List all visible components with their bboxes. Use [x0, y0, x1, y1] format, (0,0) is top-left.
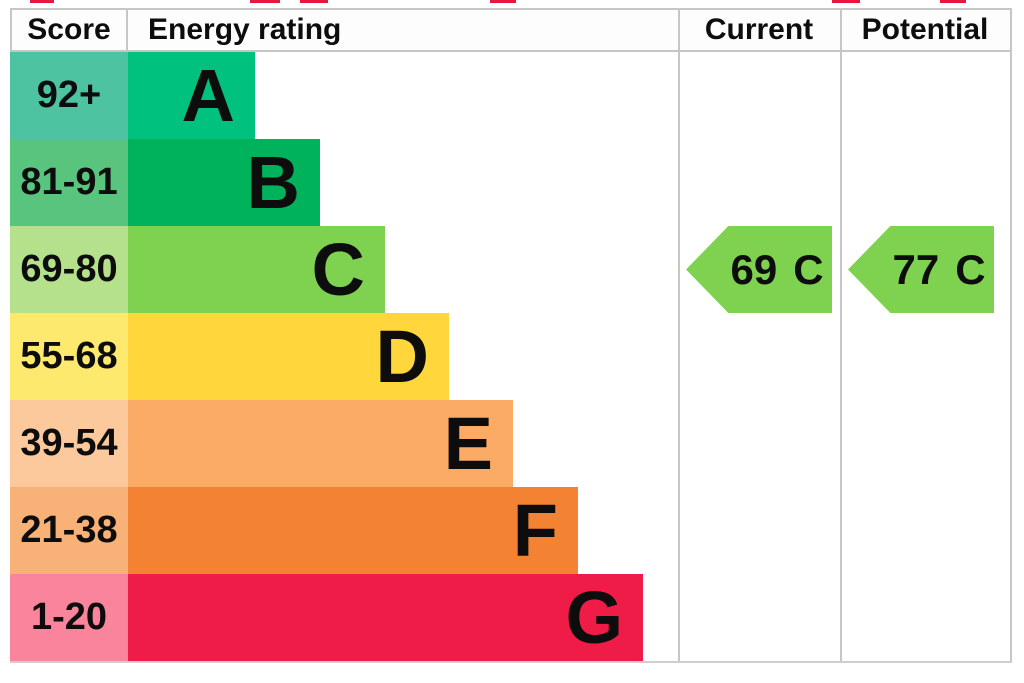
band-row-c: 69-80 C — [10, 226, 1012, 313]
current-score-value: 69 — [730, 245, 778, 293]
score-range-a: 92+ — [10, 52, 128, 139]
band-row-g: 1-20 G — [10, 574, 1012, 661]
top-edge-artifact — [940, 0, 966, 3]
score-range-b: 81-91 — [10, 139, 128, 226]
score-range-e: 39-54 — [10, 400, 128, 487]
table-bottom-border — [10, 661, 1012, 663]
score-column-header: Score — [10, 10, 128, 50]
potential-score-value: 77 — [892, 245, 940, 293]
band-row-f: 21-38 F — [10, 487, 1012, 574]
potential-column-divider — [840, 8, 842, 663]
table-right-border — [1010, 8, 1012, 663]
top-edge-artifact — [300, 0, 328, 3]
top-edge-artifact — [30, 0, 54, 3]
potential-column-header: Potential — [861, 13, 989, 46]
rating-letter-c: C — [311, 228, 365, 311]
table-header-row: Score Energy rating Current Potential — [10, 8, 1012, 52]
rating-bar-b: B — [128, 139, 320, 226]
rating-letter-a: A — [181, 54, 235, 137]
rating-bar-f: F — [128, 487, 578, 574]
rating-letter-e: E — [443, 402, 493, 485]
rating-bar-g: G — [128, 574, 643, 661]
current-band-letter: C — [793, 245, 824, 293]
band-row-d: 55-68 D — [10, 313, 1012, 400]
rating-letter-g: G — [565, 576, 623, 659]
score-range-c: 69-80 — [10, 226, 128, 313]
current-column-divider — [678, 8, 680, 663]
score-range-d: 55-68 — [10, 313, 128, 400]
score-range-f: 21-38 — [10, 487, 128, 574]
energy-rating-column-header: Energy rating — [148, 13, 342, 46]
epc-table: Score Energy rating Current Potential 92… — [10, 8, 1012, 663]
rating-letter-d: D — [375, 315, 429, 398]
band-row-a: 92+ A — [10, 52, 1012, 139]
top-edge-artifact — [832, 0, 860, 3]
rating-bar-e: E — [128, 400, 513, 487]
current-column-header: Current — [704, 13, 814, 46]
band-row-b: 81-91 B — [10, 139, 1012, 226]
rating-bar-a: A — [128, 52, 255, 139]
top-edge-artifact — [250, 0, 280, 3]
rating-letter-f: F — [512, 489, 558, 572]
rating-bar-c: C — [128, 226, 385, 313]
band-row-e: 39-54 E — [10, 400, 1012, 487]
rating-letter-b: B — [246, 141, 300, 224]
score-range-g: 1-20 — [10, 574, 128, 661]
potential-band-letter: C — [955, 245, 986, 293]
rating-bar-d: D — [128, 313, 449, 400]
top-edge-artifact — [490, 0, 516, 3]
